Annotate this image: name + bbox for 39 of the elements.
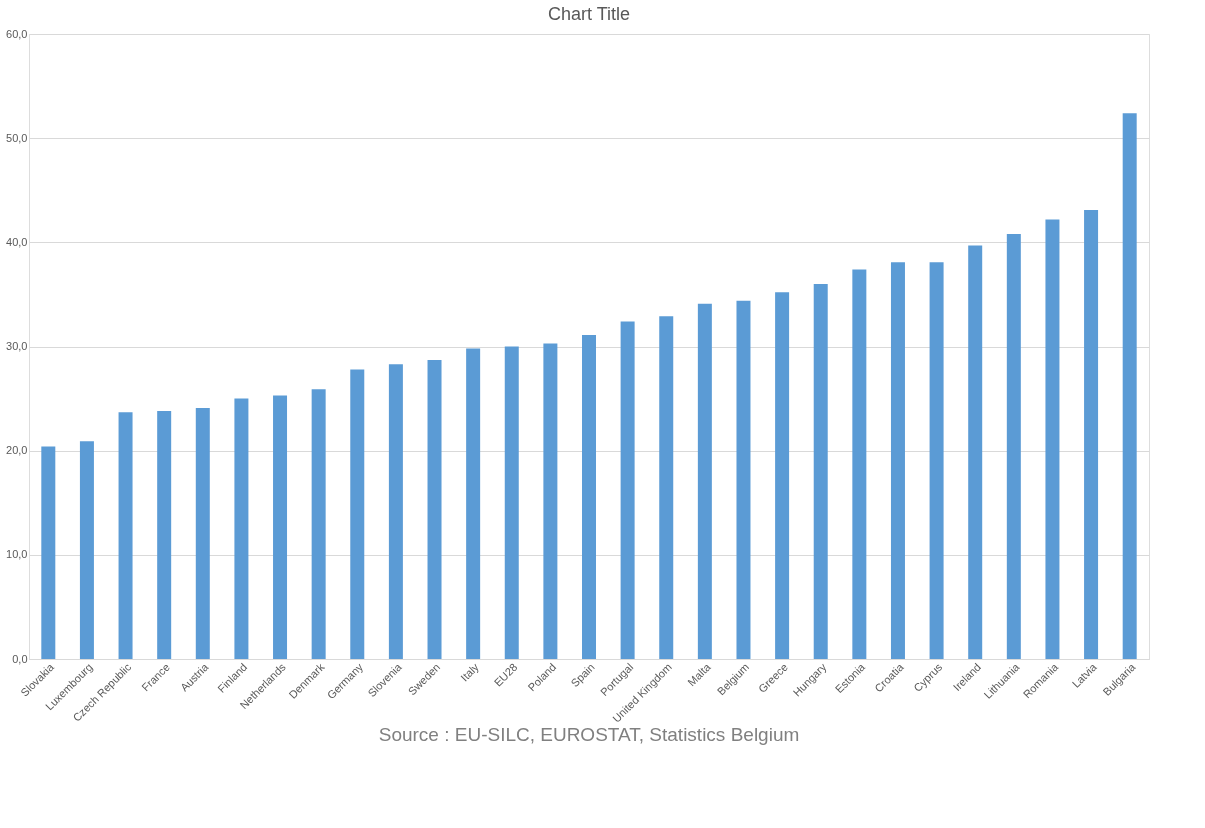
y-tick-label: 30,0 [6, 340, 28, 352]
bar [41, 446, 56, 659]
bar [543, 343, 558, 659]
y-tick-label: 50,0 [6, 131, 28, 144]
bar [1084, 210, 1099, 659]
bar [736, 300, 751, 659]
bar [1006, 234, 1021, 659]
bar [697, 303, 712, 659]
bar [427, 360, 442, 659]
bar [195, 407, 210, 659]
bar [582, 335, 596, 659]
bar [890, 262, 905, 659]
bar [852, 269, 867, 659]
x-tick-label: Italy [458, 660, 482, 684]
bar [1045, 219, 1060, 659]
bar [79, 441, 94, 659]
bar [1122, 113, 1137, 659]
bar [968, 245, 983, 659]
bar [311, 389, 326, 659]
bar [234, 398, 249, 659]
bar [118, 412, 133, 659]
bar [273, 395, 288, 659]
bar [659, 316, 674, 659]
bar [504, 346, 519, 659]
bar [466, 348, 481, 659]
bar [350, 369, 365, 659]
bar [620, 321, 635, 659]
y-tick-label: 10,0 [6, 548, 28, 561]
bar [813, 284, 828, 659]
bar [157, 411, 172, 659]
bar [929, 262, 944, 659]
y-tick-label: 20,0 [6, 444, 28, 457]
y-tick-label: 40,0 [6, 235, 28, 248]
bar [775, 292, 790, 659]
y-tick-label: 60,0 [6, 27, 28, 40]
chart-title: Chart Title [547, 4, 631, 24]
source-note: Source : EU-SILC, EUROSTAT, Statistics Belgium [378, 724, 800, 745]
bar [388, 364, 403, 659]
y-tick-label: 0,0 [12, 652, 28, 665]
